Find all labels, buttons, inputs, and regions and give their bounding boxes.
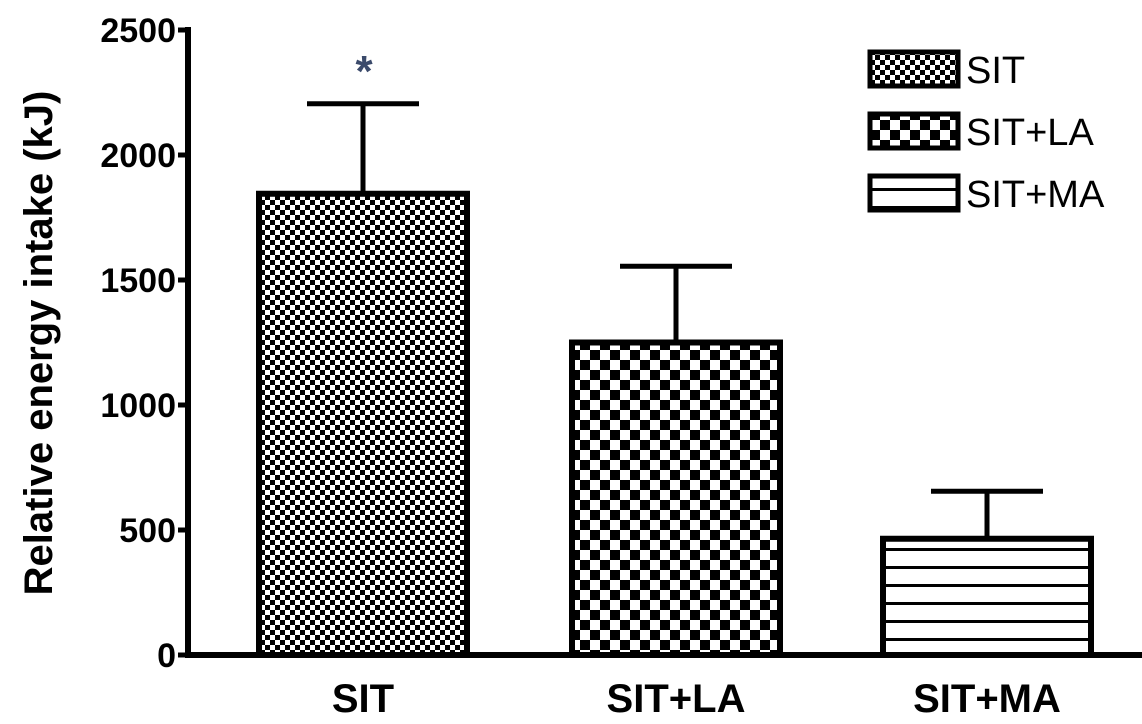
significance-annotations: * [355, 47, 373, 96]
y-axis-ticks: 0 500 1000 1500 2000 2500 [100, 12, 190, 675]
y-tick-label: 2500 [100, 12, 176, 50]
x-axis-labels: SIT SIT+LA SIT+MA [332, 677, 1061, 721]
bar-sit-la [569, 339, 783, 658]
y-tick-label: 2000 [100, 137, 176, 175]
error-bars [307, 101, 1043, 539]
bars [256, 190, 1094, 658]
significance-asterisk: * [355, 47, 373, 96]
legend-label: SIT+MA [966, 174, 1105, 216]
x-tick-label: SIT [332, 677, 394, 721]
bar-sit [256, 190, 470, 658]
legend-label: SIT [966, 50, 1025, 92]
error-bar [620, 263, 732, 343]
error-bar [931, 488, 1043, 539]
bar-sit-ma [880, 535, 1094, 658]
y-tick-label: 500 [119, 512, 176, 550]
legend-label: SIT+LA [966, 112, 1094, 154]
y-axis-title: Relative energy intake (kJ) [17, 91, 61, 596]
legend-swatch [867, 173, 961, 213]
legend-swatch [867, 111, 961, 151]
x-tick-label: SIT+MA [913, 677, 1061, 721]
legend-entry: SIT+LA [867, 111, 1094, 154]
legend-entry: SIT+MA [867, 173, 1105, 216]
legend: SIT SIT+LA SIT+MA [867, 49, 1105, 216]
legend-entry: SIT [867, 49, 1025, 92]
x-tick-label: SIT+LA [607, 677, 746, 721]
y-tick-label: 0 [157, 637, 176, 675]
y-tick-label: 1500 [100, 262, 176, 300]
legend-swatch [867, 49, 961, 89]
y-tick-label: 1000 [100, 387, 176, 425]
error-bar [307, 101, 419, 194]
